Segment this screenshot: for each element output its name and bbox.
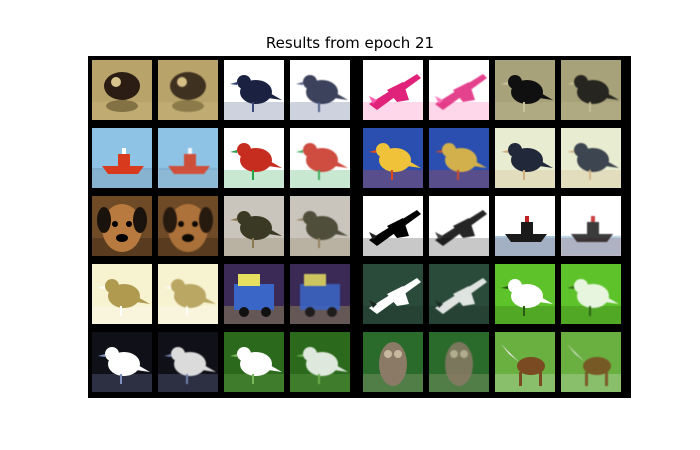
dog-thumbnail <box>158 196 218 256</box>
sample-original-tile <box>363 332 423 392</box>
sample-reconstruction-tile <box>158 196 218 256</box>
airplane-thumbnail <box>429 196 489 256</box>
sample-reconstruction-tile <box>429 332 489 392</box>
airplane-thumbnail <box>429 60 489 120</box>
bird-thumbnail <box>495 264 555 324</box>
bird-thumbnail <box>224 332 284 392</box>
ship-thumbnail <box>158 128 218 188</box>
bird-thumbnail <box>158 332 218 392</box>
ship-thumbnail <box>561 196 621 256</box>
sample-original-tile <box>495 332 555 392</box>
sample-reconstruction-tile <box>429 60 489 120</box>
sample-reconstruction-tile <box>158 264 218 324</box>
sample-original-tile <box>224 196 284 256</box>
bird-thumbnail <box>92 332 152 392</box>
bird-thumbnail <box>290 128 350 188</box>
deer-thumbnail <box>495 332 555 392</box>
sample-original-tile <box>92 196 152 256</box>
sample-reconstruction-tile <box>290 332 350 392</box>
ship-thumbnail <box>92 128 152 188</box>
sample-original-tile <box>224 264 284 324</box>
owl-thumbnail <box>363 332 423 392</box>
sample-original-tile <box>363 196 423 256</box>
sample-original-tile <box>363 264 423 324</box>
image-grid <box>88 56 631 398</box>
bird-thumbnail <box>158 264 218 324</box>
bird-thumbnail <box>224 60 284 120</box>
sample-original-tile <box>92 128 152 188</box>
sample-reconstruction-tile <box>561 264 621 324</box>
owl-thumbnail <box>429 332 489 392</box>
sample-reconstruction-tile <box>429 128 489 188</box>
sample-reconstruction-tile <box>290 60 350 120</box>
bird-thumbnail <box>363 128 423 188</box>
sample-reconstruction-tile <box>561 128 621 188</box>
airplane-thumbnail <box>363 60 423 120</box>
sample-original-tile <box>92 332 152 392</box>
bird-thumbnail <box>495 128 555 188</box>
ship-thumbnail <box>495 196 555 256</box>
sample-reconstruction-tile <box>561 196 621 256</box>
sample-reconstruction-tile <box>561 332 621 392</box>
truck-thumbnail <box>290 264 350 324</box>
bird-thumbnail <box>561 264 621 324</box>
deer-thumbnail <box>561 332 621 392</box>
bird-thumbnail <box>429 128 489 188</box>
truck-thumbnail <box>224 264 284 324</box>
bird-thumbnail <box>290 332 350 392</box>
airplane-thumbnail <box>363 196 423 256</box>
sample-original-tile <box>495 196 555 256</box>
bird-thumbnail <box>290 60 350 120</box>
sample-original-tile <box>224 60 284 120</box>
dog-thumbnail <box>92 196 152 256</box>
sample-reconstruction-tile <box>429 264 489 324</box>
airplane-thumbnail <box>363 264 423 324</box>
sample-reconstruction-tile <box>290 128 350 188</box>
sample-original-tile <box>495 60 555 120</box>
sample-reconstruction-tile <box>158 332 218 392</box>
sample-reconstruction-tile <box>429 196 489 256</box>
bird-thumbnail <box>224 196 284 256</box>
bird-thumbnail <box>561 128 621 188</box>
sample-reconstruction-tile <box>290 196 350 256</box>
sample-original-tile <box>92 60 152 120</box>
sample-reconstruction-tile <box>158 128 218 188</box>
sample-reconstruction-tile <box>158 60 218 120</box>
airplane-thumbnail <box>429 264 489 324</box>
sample-original-tile <box>224 332 284 392</box>
sample-original-tile <box>92 264 152 324</box>
sample-reconstruction-tile <box>561 60 621 120</box>
sample-reconstruction-tile <box>290 264 350 324</box>
sample-original-tile <box>495 264 555 324</box>
frog-thumbnail <box>158 60 218 120</box>
frog-thumbnail <box>92 60 152 120</box>
sample-original-tile <box>363 128 423 188</box>
sample-original-tile <box>495 128 555 188</box>
bird-thumbnail <box>561 60 621 120</box>
bird-thumbnail <box>495 60 555 120</box>
sample-original-tile <box>224 128 284 188</box>
sample-original-tile <box>363 60 423 120</box>
bird-thumbnail <box>92 264 152 324</box>
bird-thumbnail <box>224 128 284 188</box>
figure-title: Results from epoch 21 <box>265 34 435 52</box>
bird-thumbnail <box>290 196 350 256</box>
